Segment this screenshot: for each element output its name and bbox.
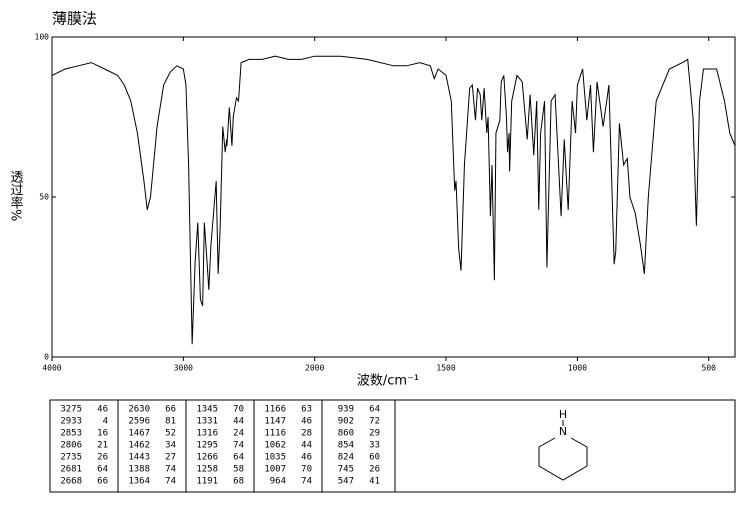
transmittance: 26 (97, 453, 108, 463)
transmittance: 63 (301, 405, 312, 415)
transmittance: 21 (97, 441, 108, 451)
wavenumber: 3275 (60, 405, 82, 415)
wavenumber: 745 (338, 465, 354, 475)
wavenumber: 2806 (60, 441, 82, 451)
transmittance: 64 (233, 453, 244, 463)
y-tick-label: 50 (39, 193, 49, 202)
wavenumber: 1266 (196, 453, 218, 463)
wavenumber: 902 (338, 417, 354, 427)
wavenumber: 1316 (196, 429, 218, 439)
wavenumber: 854 (338, 441, 354, 451)
piperidine-ring (538, 437, 588, 481)
transmittance: 44 (301, 441, 312, 451)
wavenumber: 1035 (264, 453, 286, 463)
transmittance: 16 (97, 429, 108, 439)
transmittance: 29 (369, 429, 380, 439)
transmittance: 34 (165, 441, 176, 451)
wavenumber: 1364 (128, 477, 150, 487)
transmittance: 70 (233, 405, 244, 415)
transmittance: 28 (301, 429, 312, 439)
atom-label: H (559, 408, 567, 421)
transmittance: 72 (369, 417, 380, 427)
x-tick-label: 1500 (436, 364, 455, 373)
wavenumber: 964 (270, 477, 286, 487)
transmittance: 46 (301, 417, 312, 427)
wavenumber: 2735 (60, 453, 82, 463)
transmittance: 74 (165, 465, 176, 475)
transmittance: 68 (233, 477, 244, 487)
x-axis-label: 波数/cm⁻¹ (357, 374, 419, 389)
wavenumber: 1116 (264, 429, 286, 439)
transmittance: 41 (369, 477, 380, 487)
table-frame (49, 399, 736, 493)
wavenumber: 2933 (60, 417, 82, 427)
x-tick-label: 2000 (305, 364, 324, 373)
transmittance: 64 (369, 405, 380, 415)
spectrum-line (51, 55, 736, 345)
wavenumber: 1147 (264, 417, 286, 427)
transmittance: 64 (97, 465, 108, 475)
transmittance: 58 (233, 465, 244, 475)
x-tick-label: 500 (702, 364, 717, 373)
wavenumber: 1443 (128, 453, 150, 463)
wavenumber: 2853 (60, 429, 82, 439)
wavenumber: 1191 (196, 477, 218, 487)
wavenumber: 1166 (264, 405, 286, 415)
wavenumber: 2681 (60, 465, 82, 475)
transmittance: 24 (233, 429, 244, 439)
wavenumber: 1258 (196, 465, 218, 475)
transmittance: 52 (165, 429, 176, 439)
transmittance: 44 (233, 417, 244, 427)
x-tick-label: 1000 (568, 364, 587, 373)
x-tick-label: 3000 (174, 364, 193, 373)
wavenumber: 1467 (128, 429, 150, 439)
wavenumber: 2630 (128, 405, 150, 415)
wavenumber: 2596 (128, 417, 150, 427)
wavenumber: 860 (338, 429, 354, 439)
transmittance: 60 (369, 453, 380, 463)
transmittance: 26 (369, 465, 380, 475)
transmittance: 46 (301, 453, 312, 463)
transmittance: 46 (97, 405, 108, 415)
x-tick-label: 4000 (42, 364, 61, 373)
y-tick-label: 0 (44, 353, 49, 362)
transmittance: 70 (301, 465, 312, 475)
plot-frame (51, 36, 736, 358)
y-axis-label: 透过率% (8, 170, 24, 221)
wavenumber: 1295 (196, 441, 218, 451)
transmittance: 81 (165, 417, 176, 427)
wavenumber: 547 (338, 477, 354, 487)
transmittance: 66 (97, 477, 108, 487)
atom-label: N (559, 425, 567, 438)
transmittance: 27 (165, 453, 176, 463)
transmittance: 66 (165, 405, 176, 415)
wavenumber: 1388 (128, 465, 150, 475)
transmittance: 4 (103, 417, 108, 427)
wavenumber: 1331 (196, 417, 218, 427)
transmittance: 74 (233, 441, 244, 451)
wavenumber: 1062 (264, 441, 286, 451)
y-tick-label: 100 (35, 33, 50, 42)
transmittance: 33 (369, 441, 380, 451)
wavenumber: 1345 (196, 405, 218, 415)
wavenumber: 2668 (60, 477, 82, 487)
wavenumber: 1462 (128, 441, 150, 451)
transmittance: 74 (165, 477, 176, 487)
wavenumber: 1007 (264, 465, 286, 475)
transmittance: 74 (301, 477, 312, 487)
wavenumber: 824 (338, 453, 354, 463)
wavenumber: 939 (338, 405, 354, 415)
chart-title: 薄膜法 (52, 10, 97, 28)
